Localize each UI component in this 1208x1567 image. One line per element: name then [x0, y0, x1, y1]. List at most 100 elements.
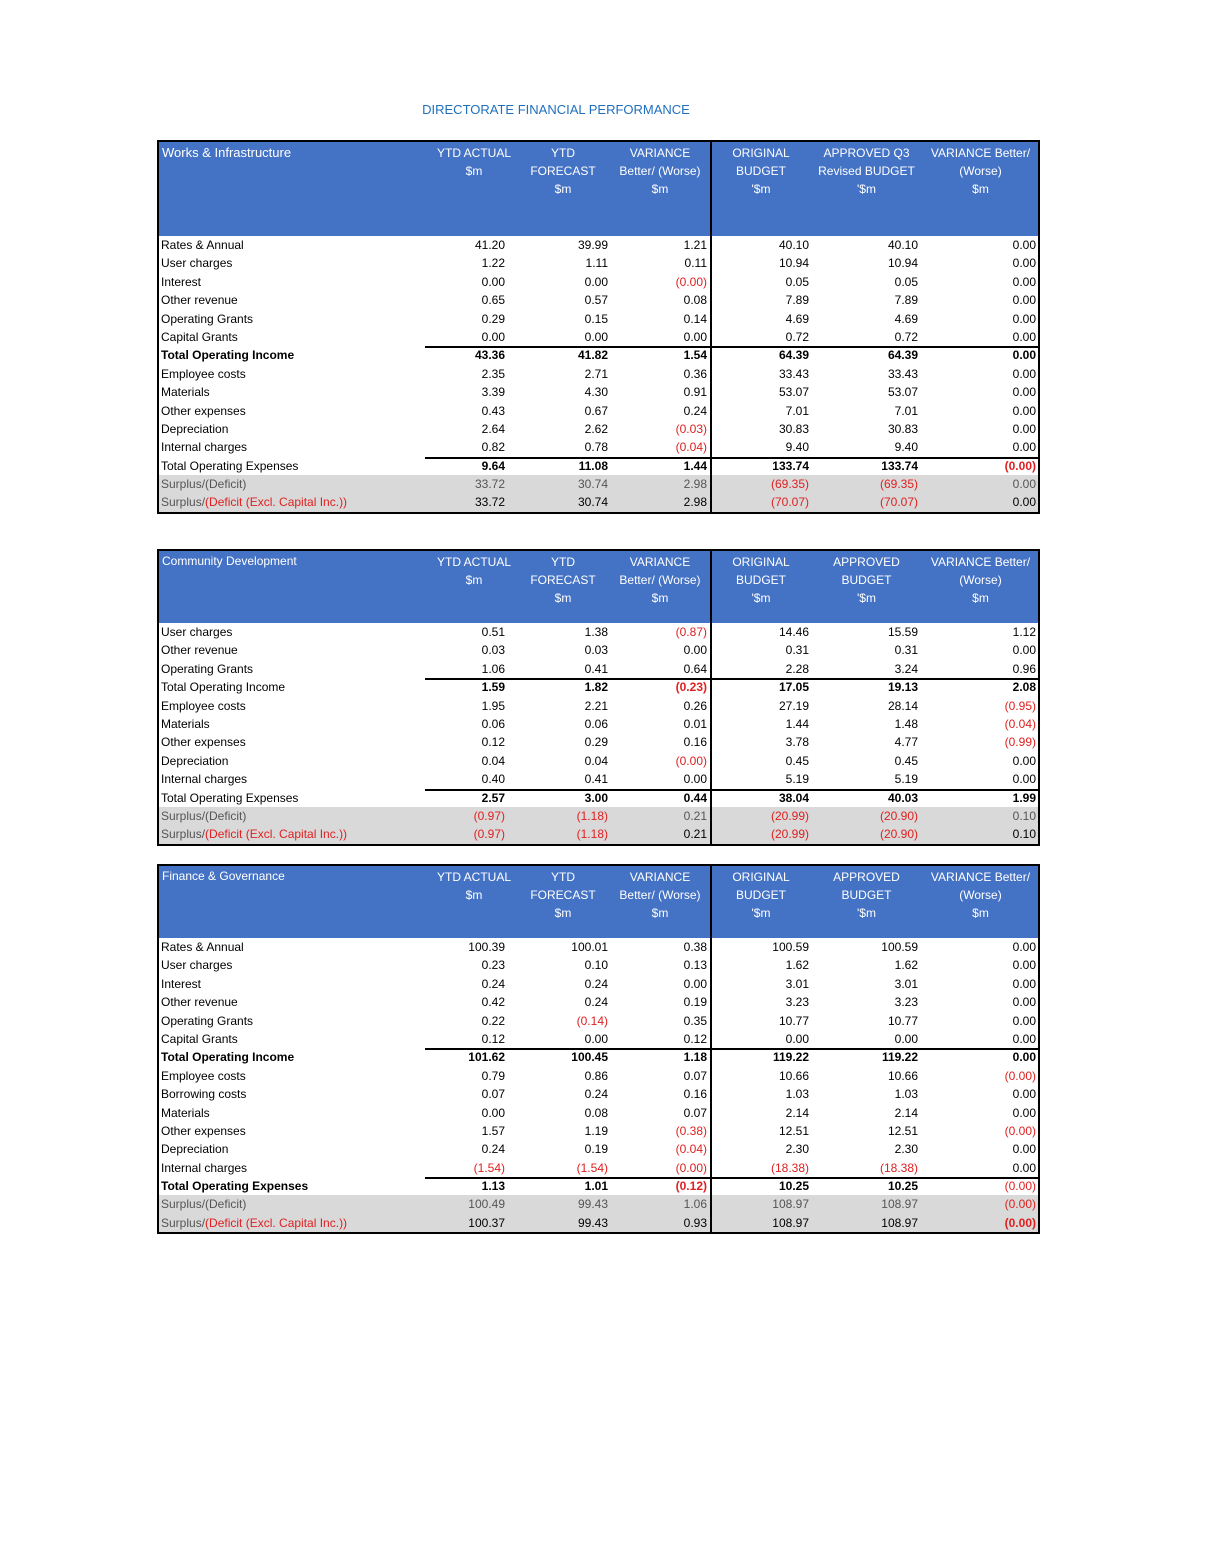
column-header: VARIANCE Better/ (Worse) $m: [930, 555, 1031, 605]
cell-value: 0.79: [481, 1068, 505, 1083]
row-label: Materials: [161, 385, 210, 400]
row-label: Surplus/(Deficit (Excl. Capital Inc.)): [161, 495, 348, 510]
cell-value: 41.82: [577, 348, 608, 363]
cell-value: 0.00: [1012, 293, 1036, 308]
column-header: YTD ACTUAL $m: [436, 146, 511, 178]
row-label: Internal charges: [161, 772, 248, 787]
cell-value: 1.21: [683, 238, 707, 252]
table-row: Surplus/(Deficit) (0.97) (1.18) 0.21 (20.99)…: [159, 806, 1038, 826]
cell-value: (70.07): [879, 495, 918, 510]
cell-value: 0.67: [584, 403, 608, 418]
table-row: Other expenses 0.12 0.29 0.16 3.78 4.77 (0.99): [159, 733, 1038, 751]
cell-value: 0.04: [481, 753, 505, 768]
cell-value: 0.93: [683, 1215, 707, 1230]
cell-value: 0.00: [1012, 958, 1036, 973]
table-body: User charges 0.51 1.38 (0.87) 14.46 15.59 1.12…: [159, 623, 1038, 844]
cell-value: (0.00): [1004, 1197, 1036, 1212]
cell-value: 2.21: [584, 698, 608, 713]
cell-value: 0.64: [683, 661, 707, 676]
cell-value: (18.38): [770, 1160, 809, 1175]
column-header: ORIGINAL BUDGET '$m: [732, 870, 790, 920]
cell-value: 1.48: [894, 716, 918, 731]
row-label: Surplus/(Deficit): [161, 808, 247, 823]
cell-value: 10.66: [887, 1068, 918, 1083]
cell-value: 0.11: [684, 256, 707, 271]
column-divider: [710, 142, 712, 512]
cell-value: 0.00: [1012, 403, 1036, 418]
cell-value: 0.00: [683, 976, 707, 991]
column-header: VARIANCE Better/ (Worse) $m: [930, 870, 1031, 920]
cell-value: 0.24: [683, 403, 707, 418]
table-row: Surplus/(Deficit) 100.49 99.43 1.06 108.97 10…: [159, 1195, 1038, 1214]
cell-value: 0.72: [894, 329, 918, 344]
cell-value: 0.00: [1012, 976, 1036, 991]
total-rule: [425, 456, 1038, 459]
cell-value: 100.01: [571, 940, 608, 954]
cell-value: 0.43: [481, 403, 505, 418]
cell-value: 3.00: [584, 790, 608, 805]
cell-value: (1.18): [576, 808, 608, 823]
cell-value: 0.31: [894, 643, 918, 658]
cell-value: (0.00): [1004, 1179, 1036, 1194]
table-row: Surplus/(Deficit (Excl. Capital Inc.)) 33…: [159, 493, 1038, 512]
row-label: Other revenue: [161, 643, 238, 658]
cell-value: (0.99): [1004, 735, 1036, 750]
cell-value: (0.12): [675, 1179, 707, 1194]
cell-value: 108.97: [881, 1215, 918, 1230]
cell-value: (0.95): [1004, 698, 1036, 713]
row-label: Total Operating Expenses: [161, 458, 299, 473]
cell-value: 33.72: [474, 495, 505, 510]
cell-value: (1.18): [576, 827, 608, 842]
cell-value: (0.04): [1004, 716, 1036, 731]
table-row: Surplus/(Deficit) 33.72 30.74 2.98 (69.35) (6…: [159, 475, 1038, 494]
cell-value: 7.89: [785, 293, 809, 308]
row-label: Internal charges: [161, 1160, 248, 1175]
cell-value: 0.24: [481, 976, 505, 991]
row-label: Total Operating Income: [161, 348, 295, 363]
cell-value: 133.74: [881, 458, 918, 473]
row-label: Rates & Annual: [161, 940, 244, 954]
cell-value: (1.54): [576, 1160, 608, 1175]
cell-value: 0.00: [481, 329, 505, 344]
cell-value: 3.39: [481, 385, 505, 400]
row-label: Other expenses: [161, 1123, 246, 1138]
table-row: Rates & Annual 100.39 100.01 0.38 100.59 100.…: [159, 938, 1038, 956]
cell-value: 0.16: [683, 1087, 707, 1102]
cell-value: 1.01: [584, 1179, 608, 1194]
row-label: Total Operating Expenses: [161, 790, 299, 805]
cell-value: 0.00: [1012, 1013, 1036, 1028]
cell-value: 12.51: [887, 1123, 918, 1138]
cell-value: 0.24: [584, 995, 608, 1010]
cell-value: 100.45: [571, 1050, 608, 1065]
cell-value: 0.00: [1012, 772, 1036, 787]
cell-value: 0.00: [1012, 366, 1036, 381]
cell-value: (69.35): [879, 477, 918, 492]
cell-value: 19.13: [887, 680, 918, 695]
cell-value: (0.87): [675, 625, 707, 639]
cell-value: 0.29: [584, 735, 608, 750]
cell-value: 40.10: [887, 238, 918, 252]
cell-value: 0.00: [584, 329, 608, 344]
cell-value: 11.08: [578, 458, 608, 473]
section-works-infrastructure: Works & Infrastructure YTD ACTUAL $m YTD F…: [157, 140, 1040, 514]
cell-value: 0.14: [683, 311, 707, 326]
cell-value: (70.07): [770, 495, 809, 510]
cell-value: 0.29: [481, 311, 505, 326]
table-row: Operating Grants 0.29 0.15 0.14 4.69 4.69 0.00: [159, 310, 1038, 328]
cell-value: 33.43: [887, 366, 918, 381]
cell-value: 0.41: [584, 772, 608, 787]
row-label: Borrowing costs: [161, 1087, 247, 1102]
row-label: Surplus/(Deficit): [161, 1197, 247, 1212]
cell-value: 0.04: [584, 753, 608, 768]
cell-value: (20.90): [879, 827, 918, 842]
cell-value: 100.59: [881, 940, 918, 954]
cell-value: 0.57: [584, 293, 608, 308]
row-label: Other expenses: [161, 403, 246, 418]
cell-value: 10.94: [887, 256, 918, 271]
cell-value: 2.98: [683, 477, 707, 492]
cell-value: 1.13: [481, 1179, 505, 1194]
column-header: VARIANCE Better/ (Worse) $m: [619, 146, 701, 196]
cell-value: 17.05: [778, 680, 809, 695]
cell-value: 0.51: [481, 625, 505, 639]
cell-value: 0.44: [683, 790, 707, 805]
